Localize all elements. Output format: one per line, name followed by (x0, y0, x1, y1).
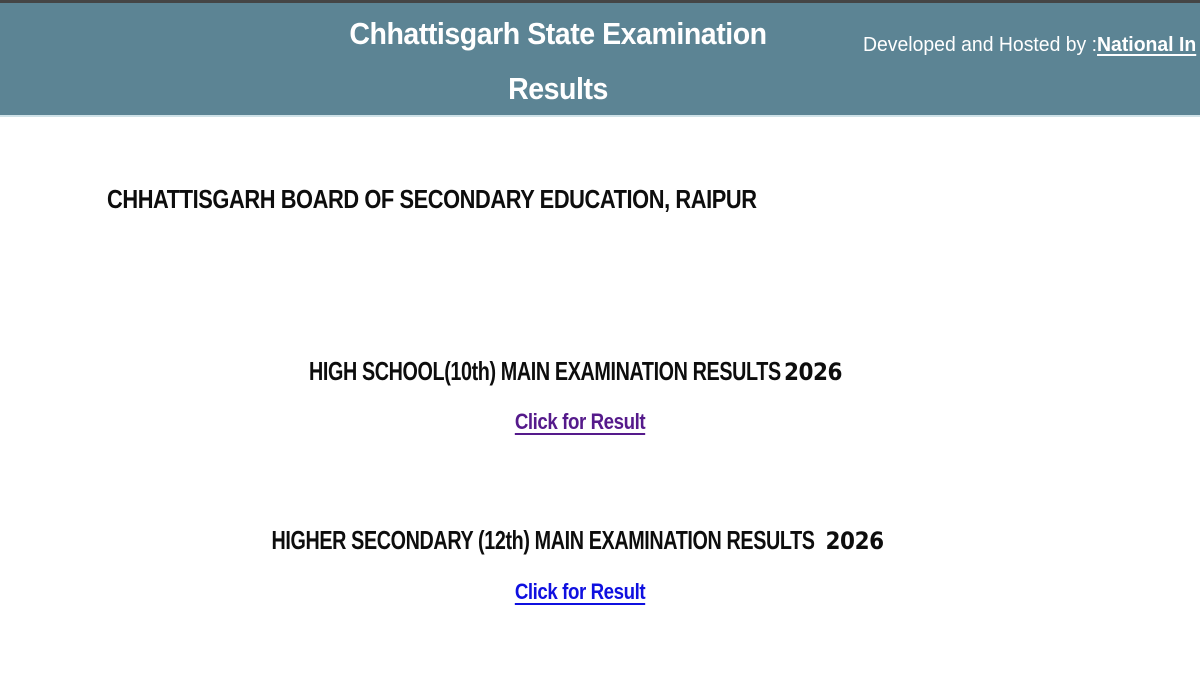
page-title-line1: Chhattisgarh State Examination (349, 16, 767, 51)
exam-year-10th: 2026 (783, 358, 843, 386)
exam-year-12th: 2026 (825, 527, 884, 555)
page-title: Chhattisgarh State Examination Results (349, 6, 767, 115)
hosted-by: Developed and Hosted by :National In (863, 34, 1196, 57)
exam-heading-10th-text: HIGH SCHOOL(10th) MAIN EXAMINATION RESUL… (308, 356, 781, 386)
page-title-line2: Results (508, 71, 608, 106)
header: Chhattisgarh State Examination Results D… (0, 0, 1200, 117)
exam-heading-12th-text: HIGHER SECONDARY (12th) MAIN EXAMINATION… (271, 525, 815, 555)
exam-heading-10th: HIGH SCHOOL(10th) MAIN EXAMINATION RESUL… (308, 356, 842, 387)
hosted-by-label: Developed and Hosted by : (863, 34, 1098, 56)
click-for-result-12th-link[interactable]: Click for Result (514, 579, 646, 604)
exam-heading-12th: HIGHER SECONDARY (12th) MAIN EXAMINATION… (271, 525, 883, 556)
board-heading: CHHATTISGARH BOARD OF SECONDARY EDUCATIO… (107, 184, 757, 214)
nic-link[interactable]: National In (1097, 34, 1197, 56)
click-for-result-10th-link[interactable]: Click for Result (514, 409, 646, 434)
